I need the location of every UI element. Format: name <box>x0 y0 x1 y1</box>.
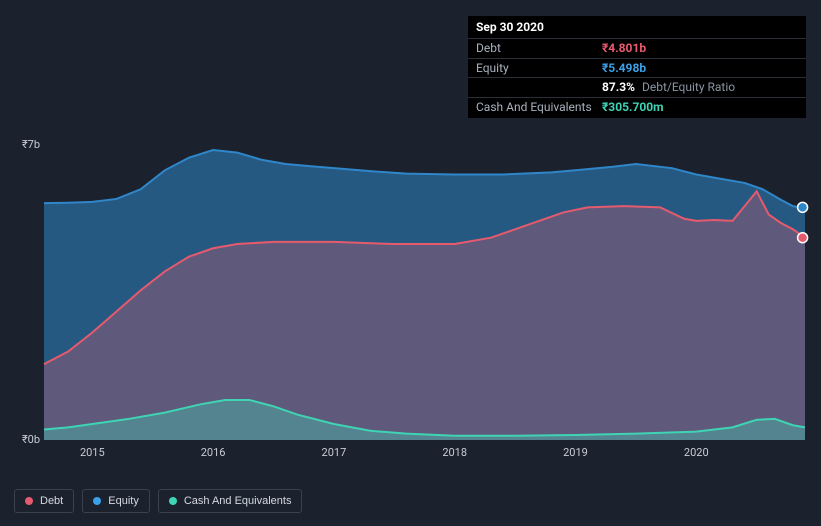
tooltip-ratio: 87.3% Debt/Equity Ratio <box>602 80 735 94</box>
tooltip-row-value: ₹4.801b <box>602 41 646 55</box>
legend-label: Cash And Equivalents <box>184 495 292 507</box>
legend-label: Equity <box>108 495 139 507</box>
chart-tooltip: Sep 30 2020 Debt₹4.801bEquity₹5.498b87.3… <box>468 16 806 118</box>
y-tick-label: ₹7b <box>4 138 40 151</box>
y-tick-label: ₹0b <box>4 433 40 446</box>
tooltip-row: Cash And Equivalents₹305.700m <box>468 98 806 116</box>
legend-dot <box>169 497 177 505</box>
tooltip-row: Equity₹5.498b <box>468 59 806 78</box>
x-tick-label: 2017 <box>322 446 347 459</box>
chart-container: ₹7b ₹0b 2015 2016 2017 2018 2019 2020 Sep 30 2… <box>0 0 821 526</box>
tooltip-row-value: ₹5.498b <box>602 61 646 75</box>
legend-dot <box>93 497 101 505</box>
tooltip-row: Debt₹4.801b <box>468 39 806 58</box>
x-tick-label: 2019 <box>563 446 588 459</box>
legend-item-debt[interactable]: Debt <box>14 489 74 513</box>
x-tick-label: 2018 <box>442 446 467 459</box>
x-tick-label: 2015 <box>80 446 105 459</box>
tooltip-row-value: ₹305.700m <box>602 100 664 114</box>
tooltip-row-label <box>476 80 602 94</box>
x-tick-label: 2020 <box>684 446 709 459</box>
end-marker-debt <box>798 233 808 243</box>
chart-legend: Debt Equity Cash And Equivalents <box>14 489 302 513</box>
legend-label: Debt <box>40 495 63 507</box>
legend-item-cash-and-equivalents[interactable]: Cash And Equivalents <box>158 489 303 513</box>
x-tick-label: 2016 <box>201 446 226 459</box>
tooltip-row-label: Equity <box>476 61 602 75</box>
tooltip-date: Sep 30 2020 <box>468 18 806 39</box>
legend-item-equity[interactable]: Equity <box>82 489 150 513</box>
tooltip-row: 87.3% Debt/Equity Ratio <box>468 78 806 97</box>
tooltip-row-label: Cash And Equivalents <box>476 100 602 114</box>
tooltip-row-label: Debt <box>476 41 602 55</box>
legend-dot <box>25 497 33 505</box>
end-marker-equity <box>798 202 808 212</box>
